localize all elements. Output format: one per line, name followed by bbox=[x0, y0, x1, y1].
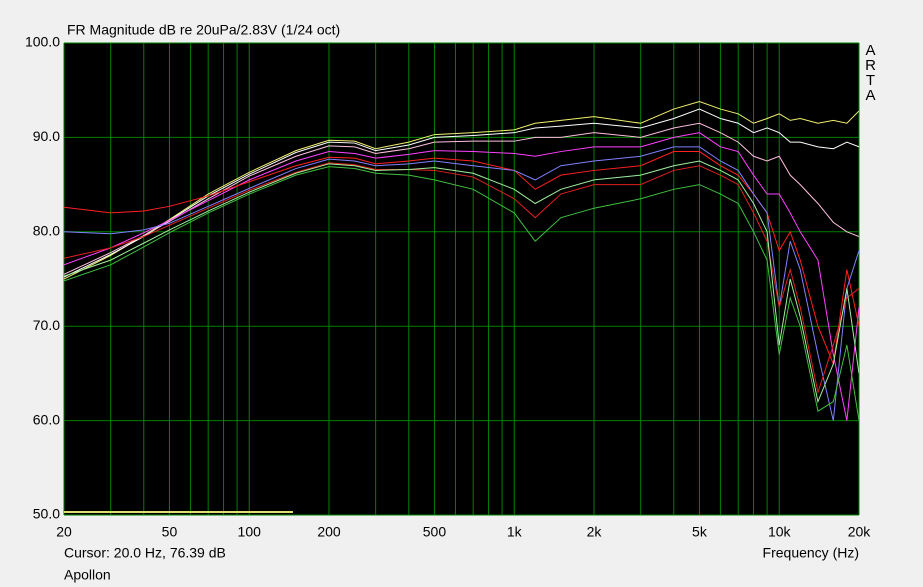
response-curve bbox=[64, 132, 859, 421]
x-tick-label: 200 bbox=[317, 524, 341, 540]
x-axis-label: Frequency (Hz) bbox=[763, 545, 859, 561]
response-curve bbox=[64, 166, 859, 421]
response-curve bbox=[64, 151, 859, 366]
y-tick-label: 80.0 bbox=[33, 223, 60, 239]
y-tick-label: 60.0 bbox=[33, 411, 60, 427]
grid bbox=[63, 42, 860, 516]
x-tick-label: 2k bbox=[587, 524, 603, 540]
x-tick-label: 20 bbox=[56, 524, 72, 540]
x-tick-label: 100 bbox=[238, 524, 262, 540]
response-curve bbox=[64, 162, 859, 395]
watermark: ARTA bbox=[862, 42, 879, 102]
y-tick-label: 70.0 bbox=[33, 317, 60, 333]
response-curve bbox=[64, 108, 859, 278]
y-tick-label: 90.0 bbox=[33, 128, 60, 144]
x-tick-label: 5k bbox=[692, 524, 708, 540]
y-tick-label: 100.0 bbox=[25, 34, 60, 50]
response-curve bbox=[64, 122, 859, 275]
chart-title: FR Magnitude dB re 20uPa/2.83V (1/24 oct… bbox=[67, 22, 340, 38]
response-curve bbox=[64, 101, 859, 280]
x-tick-label: 500 bbox=[423, 524, 447, 540]
plot-area bbox=[64, 43, 859, 515]
response-curve bbox=[64, 160, 859, 404]
x-tick-label: 50 bbox=[162, 524, 178, 540]
x-tick-label: 1k bbox=[507, 524, 523, 540]
curves bbox=[64, 101, 859, 421]
x-tick-label: 20k bbox=[848, 524, 872, 540]
x-tick-label: 10k bbox=[768, 524, 792, 540]
measurement-name: Apollon bbox=[64, 567, 111, 583]
cursor-readout: Cursor: 20.0 Hz, 76.39 dB bbox=[64, 545, 226, 561]
response-curve bbox=[64, 146, 859, 421]
y-tick-label: 50.0 bbox=[33, 506, 60, 522]
